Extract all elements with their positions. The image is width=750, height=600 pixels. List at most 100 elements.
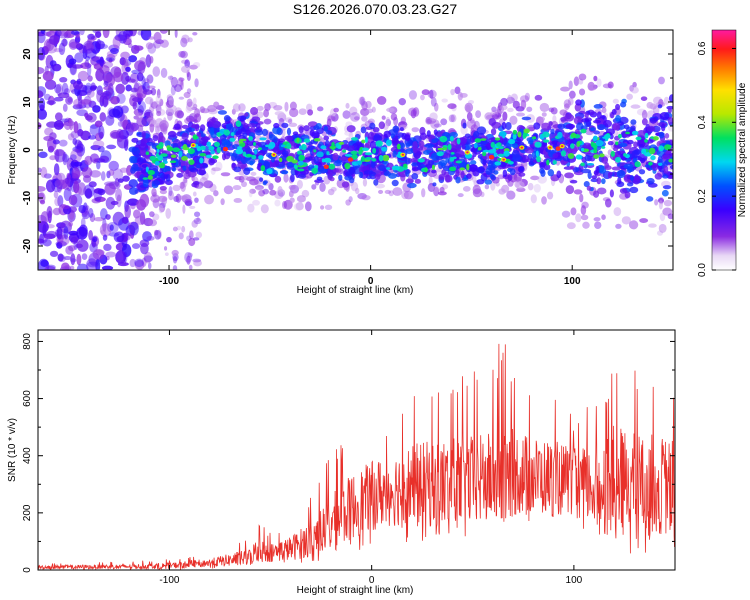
heatmap-cell [626, 139, 634, 145]
heatmap-cell [492, 114, 500, 120]
heatmap-cell [485, 167, 493, 176]
heatmap-cell [484, 184, 490, 190]
heatmap-cell [663, 96, 670, 105]
heatmap-cell [345, 102, 350, 109]
heatmap-cell [416, 165, 423, 170]
heatmap-cell [651, 162, 659, 172]
heatmap-cell [75, 104, 87, 109]
heatmap-cell [260, 204, 269, 214]
heatmap-cell [157, 195, 168, 203]
heatmap-cell [151, 188, 157, 197]
heatmap-cell [663, 199, 673, 207]
heatmap-cell [280, 144, 286, 148]
heatmap-cell [162, 165, 171, 173]
heatmap-cell [442, 146, 448, 151]
heatmap-cell [528, 140, 534, 145]
heatmap-cell [344, 162, 351, 170]
heatmap-cell [298, 126, 304, 134]
heatmap-cell [199, 157, 204, 164]
heatmap-cell [54, 112, 63, 121]
heatmap-cell [649, 117, 657, 124]
heatmap-cell [196, 217, 200, 223]
heatmap-cell [272, 126, 282, 135]
heatmap-cell [536, 155, 541, 163]
heatmap-cell [450, 151, 455, 155]
heatmap-cell [258, 177, 264, 182]
heatmap-cell [349, 158, 352, 161]
heatmap-cell [215, 161, 223, 172]
heatmap-cell [284, 101, 289, 112]
heatmap-cell [496, 142, 502, 147]
heatmap-cell [313, 149, 317, 153]
heatmap-cell [266, 168, 273, 175]
heatmap-cell [468, 164, 478, 172]
heatmap-cell [434, 102, 439, 112]
heatmap-cell [420, 94, 425, 101]
heatmap-cell [430, 185, 440, 193]
heatmap-cell [593, 190, 600, 198]
heatmap-cell [539, 168, 545, 174]
heatmap-cell [243, 167, 251, 175]
heatmap-cell [438, 174, 445, 181]
heatmap-cell [74, 145, 84, 154]
heatmap-cell [182, 165, 187, 172]
heatmap-cell [189, 64, 198, 70]
heatmap-cell [213, 101, 220, 108]
heatmap-cell [247, 123, 257, 128]
heatmap-cell [139, 211, 146, 225]
heatmap-cell [160, 153, 168, 157]
heatmap-cell [192, 61, 201, 68]
heatmap-cell [645, 196, 654, 202]
heatmap-cell [245, 153, 253, 158]
heatmap-cell [192, 258, 202, 263]
heatmap-cell [199, 177, 209, 187]
y-tick-label: 0 [22, 147, 33, 153]
heatmap-cell [502, 169, 508, 178]
heatmap-cell [61, 262, 70, 270]
heatmap-cell [118, 30, 128, 44]
heatmap-cell [520, 146, 524, 149]
heatmap-cell [113, 231, 125, 243]
heatmap-cell [535, 150, 539, 157]
heatmap-cell [263, 180, 268, 184]
heatmap-cell [298, 145, 303, 150]
heatmap-cell [541, 122, 551, 131]
heatmap-cell [240, 126, 246, 135]
heatmap-cell [629, 175, 635, 182]
heatmap-cell [559, 109, 568, 116]
heatmap-cell [338, 174, 343, 181]
heatmap-cell [511, 150, 520, 159]
heatmap-cell [652, 136, 659, 141]
heatmap-cell [611, 166, 622, 171]
heatmap-cell [391, 165, 400, 171]
heatmap-cell [518, 166, 525, 171]
heatmap-cell [38, 108, 48, 120]
heatmap-cell [556, 170, 562, 179]
heatmap-cell [615, 115, 622, 122]
heatmap-cell [575, 154, 583, 160]
heatmap-cell [632, 175, 641, 185]
heatmap-cell [508, 138, 516, 145]
heatmap-cell [660, 123, 666, 132]
heatmap-cell [152, 179, 161, 186]
heatmap-cell [590, 127, 596, 132]
heatmap-cell [274, 111, 285, 116]
heatmap-cell [70, 148, 83, 163]
heatmap-cell [274, 199, 281, 207]
heatmap-cell [248, 188, 253, 198]
heatmap-cell [195, 231, 203, 239]
heatmap-cell [176, 225, 182, 231]
heatmap-cell [147, 175, 154, 180]
heatmap-cell [110, 131, 120, 139]
heatmap-cell [313, 156, 319, 164]
heatmap-cell [560, 86, 570, 92]
heatmap-cell [38, 221, 49, 233]
heatmap-cell [484, 179, 493, 185]
heatmap-cell [575, 213, 582, 223]
heatmap-cell [630, 104, 641, 109]
heatmap-cell [470, 160, 477, 166]
heatmap-cell [509, 115, 518, 125]
heatmap-cell [199, 152, 207, 157]
heatmap-cell [426, 130, 431, 138]
heatmap-cell [593, 75, 598, 82]
